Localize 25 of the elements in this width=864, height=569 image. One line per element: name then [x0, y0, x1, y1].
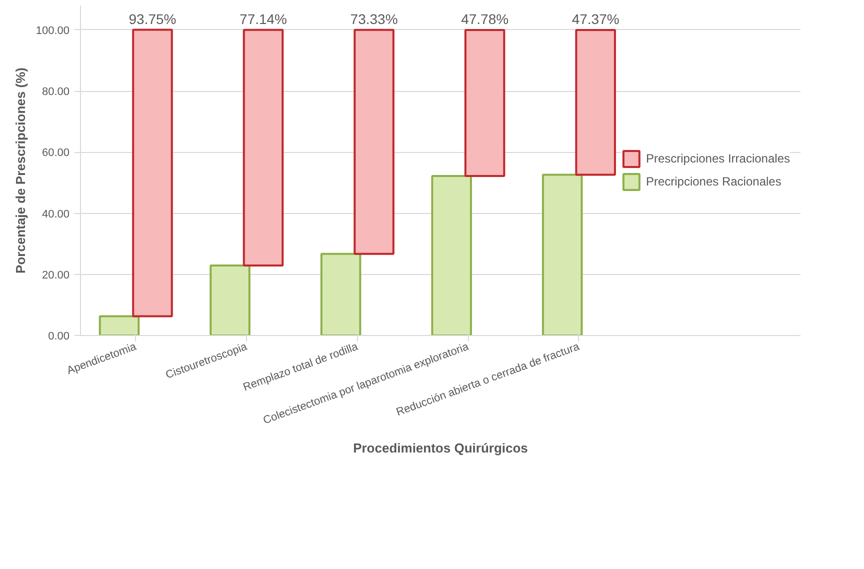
legend-label: Precripciones Racionales: [646, 174, 782, 188]
bar: [354, 28, 394, 255]
y-tick-label: 100.00: [36, 24, 70, 37]
y-tick-label: 0.00: [48, 330, 70, 342]
data-label: 77.14%: [240, 10, 288, 27]
data-label: 73.33%: [350, 10, 398, 27]
x-axis-title: Procedimientos Quirúrgicos: [353, 440, 528, 456]
y-tick-label: 20.00: [42, 269, 70, 282]
bar: [98, 315, 140, 336]
y-axis-title: Porcentaje de Prescripciones (%): [12, 68, 28, 274]
legend-label: Prescripciones Irracionales: [646, 152, 790, 166]
data-label: 47.78%: [461, 11, 509, 28]
bar: [132, 28, 173, 318]
bar: [575, 29, 616, 176]
data-label: 47.37%: [572, 11, 620, 28]
y-tick-label: 60.00: [42, 147, 70, 160]
data-label: 93.75%: [128, 10, 176, 27]
bar: [242, 28, 284, 267]
bar: [210, 264, 250, 336]
bar: [320, 252, 362, 336]
bar: [431, 175, 472, 336]
bar: [542, 174, 583, 336]
y-tick-label: 80.00: [42, 86, 70, 98]
y-tick-label: 40.00: [42, 208, 70, 220]
bar: [464, 29, 506, 177]
